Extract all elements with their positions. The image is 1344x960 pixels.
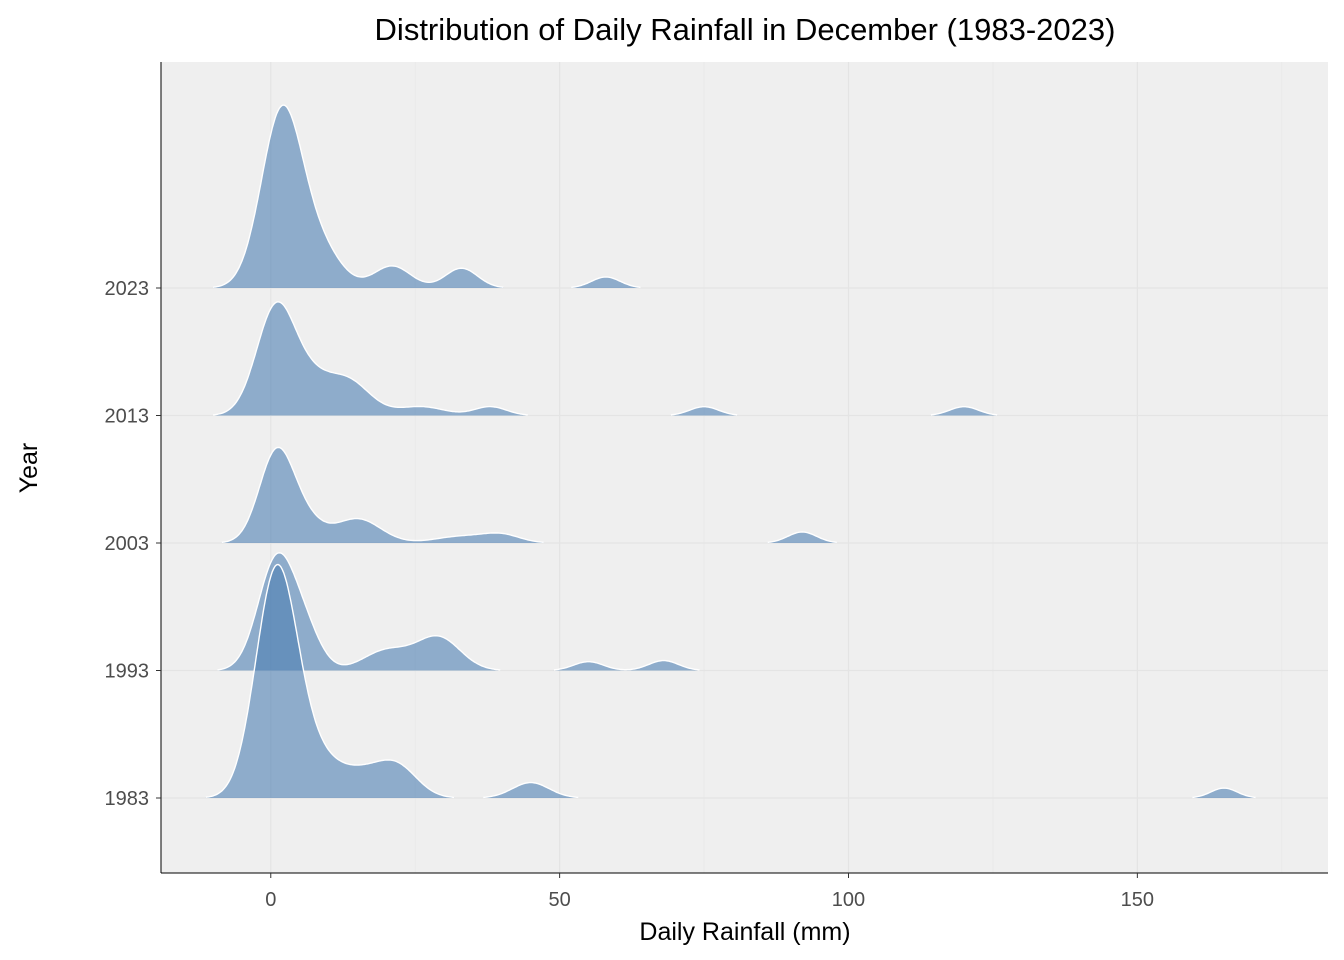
density-outline xyxy=(1192,787,1256,799)
density-outline xyxy=(205,563,455,799)
density-area xyxy=(205,564,455,798)
density-area xyxy=(1192,788,1256,798)
x-tick-label: 150 xyxy=(1121,889,1154,911)
density-outline xyxy=(221,446,544,544)
x-axis-ticks: 0 50 100 150 xyxy=(265,873,1154,911)
density-outline xyxy=(670,406,738,416)
density-outline xyxy=(212,301,528,416)
density-outline xyxy=(930,406,998,416)
y-tick-label: 2013 xyxy=(105,406,150,428)
density-outline xyxy=(217,552,501,671)
density-outline xyxy=(483,781,579,799)
density-area xyxy=(213,301,528,416)
x-tick-label: 50 xyxy=(549,889,571,911)
plot-panel xyxy=(161,62,1328,873)
x-tick-label: 100 xyxy=(832,889,865,911)
density-outline xyxy=(571,276,641,289)
ridge-1983 xyxy=(205,563,1256,799)
density-area xyxy=(213,105,504,288)
ridges xyxy=(205,104,1256,799)
ridge-2023 xyxy=(212,104,641,289)
y-tick-label: 2003 xyxy=(105,533,150,555)
y-tick-label: 1983 xyxy=(105,788,150,810)
chart-title: Distribution of Daily Rainfall in Decemb… xyxy=(375,12,1116,47)
y-tick-label: 2023 xyxy=(105,278,150,300)
density-outline xyxy=(212,104,504,288)
density-area xyxy=(767,532,837,543)
x-tick-label: 0 xyxy=(265,889,276,911)
y-tick-label: 1993 xyxy=(105,661,150,683)
ridge-2003 xyxy=(221,446,837,544)
y-axis-title: Year xyxy=(15,443,43,494)
ridge-2013 xyxy=(212,301,998,416)
density-area xyxy=(670,406,738,416)
density-outline xyxy=(767,531,837,544)
density-area xyxy=(221,447,544,543)
density-area xyxy=(571,277,641,288)
x-axis-title: Daily Rainfall (mm) xyxy=(639,918,850,946)
y-axis-ticks: 1983 1993 2003 2013 2023 xyxy=(105,278,161,810)
density-outline xyxy=(553,659,700,671)
density-area xyxy=(930,406,998,416)
density-area xyxy=(483,782,579,798)
density-area xyxy=(553,660,700,671)
